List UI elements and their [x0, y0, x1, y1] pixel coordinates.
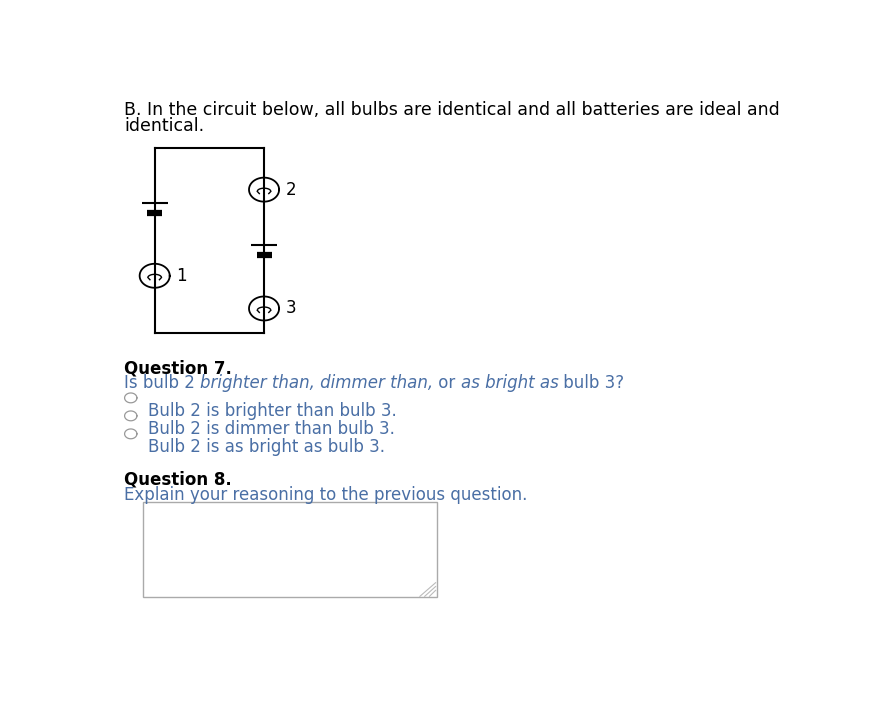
- Text: Bulb 2 is as bright as bulb 3.: Bulb 2 is as bright as bulb 3.: [148, 438, 385, 456]
- Text: 1: 1: [176, 267, 187, 285]
- Text: Question 8.: Question 8.: [123, 471, 232, 489]
- Text: Bulb 2 is brighter than bulb 3.: Bulb 2 is brighter than bulb 3.: [148, 402, 397, 421]
- Text: brighter than, dimmer than,: brighter than, dimmer than,: [200, 374, 433, 392]
- Text: as bright as: as bright as: [460, 374, 558, 392]
- Text: Explain your reasoning to the previous question.: Explain your reasoning to the previous q…: [123, 486, 527, 503]
- Text: bulb 3?: bulb 3?: [558, 374, 624, 392]
- Text: Is bulb 2: Is bulb 2: [123, 374, 200, 392]
- Bar: [143, 502, 437, 598]
- Text: 3: 3: [286, 299, 296, 317]
- Text: Question 7.: Question 7.: [123, 359, 232, 377]
- Text: B. In the circuit below, all bulbs are identical and all batteries are ideal and: B. In the circuit below, all bulbs are i…: [123, 101, 780, 120]
- Text: or: or: [433, 374, 460, 392]
- Text: identical.: identical.: [123, 117, 204, 135]
- Text: Bulb 2 is dimmer than bulb 3.: Bulb 2 is dimmer than bulb 3.: [148, 421, 395, 438]
- Text: 2: 2: [286, 181, 296, 199]
